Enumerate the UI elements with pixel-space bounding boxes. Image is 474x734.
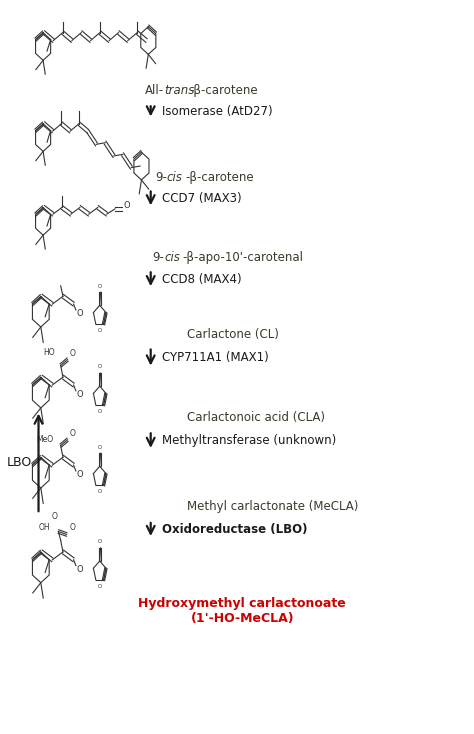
Text: -β-apo-10'-carotenal: -β-apo-10'-carotenal [183,251,304,264]
Text: 9-: 9- [155,171,167,184]
Text: O: O [77,390,83,399]
Text: 9-: 9- [153,251,164,264]
Text: O: O [77,309,83,318]
Text: O: O [70,523,76,532]
Text: O: O [52,512,58,521]
Text: cis: cis [164,251,180,264]
Text: trans: trans [164,84,195,97]
Text: O: O [98,539,102,544]
Text: Hydroxymethyl carlactonoate: Hydroxymethyl carlactonoate [138,597,346,610]
Text: O: O [98,364,102,369]
Text: CCD7 (MAX3): CCD7 (MAX3) [162,192,242,205]
Text: O: O [98,409,102,414]
Text: O: O [98,445,102,449]
Text: O: O [70,429,76,438]
Text: O: O [77,564,83,574]
Text: Carlactonoic acid (CLA): Carlactonoic acid (CLA) [187,412,325,424]
Text: Methyl carlactonate (MeCLA): Methyl carlactonate (MeCLA) [187,501,359,513]
Text: O: O [98,328,102,333]
Text: Methyltransferase (unknown): Methyltransferase (unknown) [162,434,337,447]
Text: All-: All- [146,84,164,97]
Text: Isomerase (AtD27): Isomerase (AtD27) [162,105,273,118]
Text: O: O [98,489,102,494]
Text: -β-carotene: -β-carotene [190,84,258,97]
Text: Carlactone (CL): Carlactone (CL) [187,327,279,341]
Text: (1'-HO-MeCLA): (1'-HO-MeCLA) [191,612,294,625]
Text: Oxidoreductase (LBO): Oxidoreductase (LBO) [162,523,308,536]
Text: LBO: LBO [7,456,32,469]
Text: OH: OH [38,523,50,531]
Text: -β-carotene: -β-carotene [185,171,254,184]
Text: O: O [123,201,130,210]
Text: CCD8 (MAX4): CCD8 (MAX4) [162,273,242,286]
Text: HO: HO [43,348,55,357]
Text: O: O [77,470,83,479]
Text: CYP711A1 (MAX1): CYP711A1 (MAX1) [162,351,269,364]
Text: O: O [98,283,102,288]
Text: cis: cis [167,171,182,184]
Text: O: O [98,584,102,589]
Text: O: O [70,349,76,358]
Text: MeO: MeO [36,435,53,443]
